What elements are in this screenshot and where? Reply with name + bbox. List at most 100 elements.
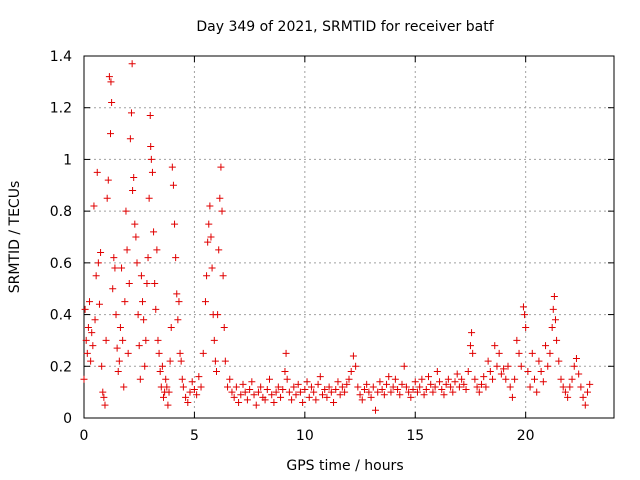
data-point [314,380,322,388]
data-point [150,228,158,236]
data-point [418,375,426,383]
data-point [134,311,142,319]
data-point [427,380,435,388]
y-axis-title: SRMTID / TECUs [7,181,23,294]
data-point [462,386,470,394]
data-point [93,168,101,176]
data-point [550,292,558,300]
data-point [288,396,296,404]
data-point [103,194,111,202]
data-point [429,388,437,396]
data-point [100,393,108,401]
data-point [564,393,572,401]
data-point [566,383,574,391]
data-point [221,357,229,365]
data-point [517,362,525,370]
data-point [162,375,170,383]
data-point [146,111,154,119]
data-point [584,388,591,396]
data-point [132,233,140,241]
data-point [374,388,382,396]
data-point [197,383,205,391]
data-point [455,383,463,391]
data-point [140,316,148,324]
data-point [394,386,402,394]
data-point [82,336,90,344]
data-point [464,367,472,375]
data-point [493,362,501,370]
data-point [193,391,201,399]
y-tick-label: 0.6 [50,256,72,272]
x-tick-label: 15 [406,428,424,444]
data-point [407,393,415,401]
data-point [243,396,251,404]
data-point [548,324,556,331]
data-point [561,388,569,396]
data-point [165,388,173,396]
data-point [177,357,185,365]
data-point [294,380,302,388]
data-point [248,378,256,386]
data-point [201,298,209,306]
data-point [272,388,280,396]
data-point [147,143,155,150]
data-point [301,386,309,394]
data-point [274,383,282,391]
data-point [160,393,167,401]
data-point [92,272,100,280]
data-point [515,349,523,357]
data-point [363,380,371,388]
data-point [124,349,132,357]
data-point [321,386,329,394]
data-point [119,336,127,344]
data-point [506,383,514,391]
data-point [281,367,289,375]
data-point [155,349,163,357]
data-point [528,349,536,357]
data-points [80,60,594,414]
data-point [433,367,441,375]
data-point [173,290,181,298]
data-point [111,264,119,272]
data-point [204,238,212,246]
data-point [232,383,240,391]
data-point [473,383,481,391]
data-point [208,264,216,272]
data-point [405,388,413,396]
y-tick-label: 0.8 [50,204,72,220]
data-point [80,375,88,383]
data-point [113,344,121,352]
data-point [334,378,342,386]
data-point [575,370,583,378]
data-point [325,383,333,391]
data-point [108,99,116,107]
data-point [105,73,113,81]
data-point [365,388,373,396]
data-point [420,391,428,399]
grid [84,56,614,418]
data-point [91,316,99,324]
data-point [86,298,94,306]
data-point [310,388,318,396]
data-point [172,254,180,262]
data-point [347,367,355,375]
data-point [458,375,466,383]
data-point [207,233,215,241]
data-point [369,383,377,391]
data-point [87,357,95,365]
data-point [537,367,545,375]
data-point [114,367,122,375]
data-point [549,305,557,313]
data-point [152,305,160,313]
data-point [330,398,338,406]
data-point [416,383,424,391]
data-point [522,324,530,331]
data-point [438,386,446,394]
data-point [327,388,335,396]
data-point [153,246,161,254]
data-point [398,380,406,388]
data-point [323,393,331,401]
data-point [167,324,175,331]
data-point [508,393,516,401]
data-point [84,324,92,331]
